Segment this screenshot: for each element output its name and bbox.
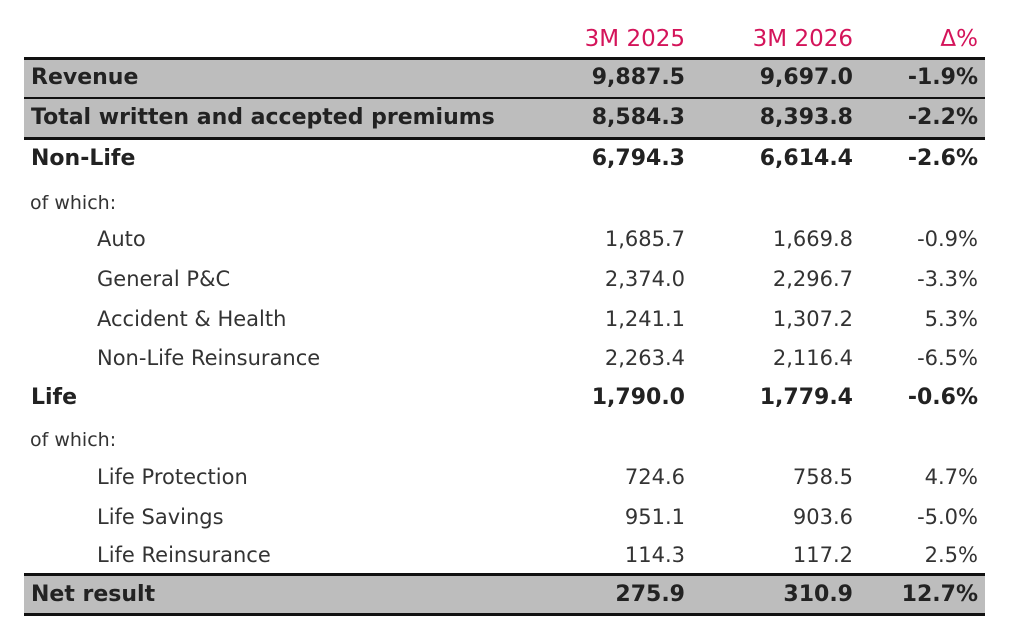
cell: 117.2 [792,543,853,567]
row-label: of which: [30,429,117,451]
row-label: of which: [30,192,117,214]
cell: 4.7% [924,465,978,489]
cell: -2.6% [907,146,978,171]
cell: 6,794.3 [591,146,685,171]
cell: -0.9% [917,227,978,251]
cell: -6.5% [917,346,978,370]
row-label: Accident & Health [97,307,287,331]
cell: -0.6% [907,385,978,410]
column-header: 3M 2025 [584,26,685,52]
cell: 1,241.1 [604,307,685,331]
cell: 1,307.2 [772,307,853,331]
cell: 2,263.4 [604,346,685,370]
cell: 2.5% [924,543,978,567]
cell: 114.3 [624,543,685,567]
cell: 1,685.7 [604,227,685,251]
cell: 724.6 [624,465,685,489]
rule-line [24,612,985,616]
cell: 951.1 [624,505,685,529]
row-label: Total written and accepted premiums [31,105,495,130]
row-label: Auto [97,227,146,251]
cell: -1.9% [907,65,978,90]
cell: 8,584.3 [591,105,685,130]
column-header: Δ% [940,26,978,52]
cell: 12.7% [901,582,978,607]
rule-line [24,572,985,576]
cell: 310.9 [783,582,853,607]
cell: -5.0% [917,505,978,529]
row-label: Net result [31,582,156,607]
cell: 2,374.0 [604,267,685,291]
cell: 903.6 [792,505,853,529]
cell: 1,790.0 [591,385,685,410]
row-label: Life Savings [97,505,224,529]
row-shading [24,59,985,97]
cell: -3.3% [917,267,978,291]
rule-line [24,97,985,99]
column-header: 3M 2026 [752,26,853,52]
cell: 275.9 [615,582,685,607]
cell: 1,669.8 [772,227,853,251]
row-label: General P&C [97,267,231,291]
row-label: Revenue [31,65,139,90]
row-label: Non-Life Reinsurance [97,346,321,370]
cell: -2.2% [907,105,978,130]
rule-line [24,136,985,140]
cell: 2,116.4 [772,346,853,370]
cell: 9,887.5 [591,65,685,90]
cell: 9,697.0 [759,65,853,90]
cell: 2,296.7 [772,267,853,291]
row-shading [24,99,985,137]
cell: 758.5 [792,465,853,489]
row-label: Non-Life [31,146,136,171]
cell: 1,779.4 [759,385,853,410]
cell: 5.3% [924,307,978,331]
rule-line [24,56,985,60]
row-label: Life Protection [97,465,248,489]
cell: 8,393.8 [759,105,853,130]
row-shading [24,576,985,614]
row-label: Life [31,385,78,410]
cell: 6,614.4 [759,146,853,171]
row-label: Life Reinsurance [97,543,271,567]
